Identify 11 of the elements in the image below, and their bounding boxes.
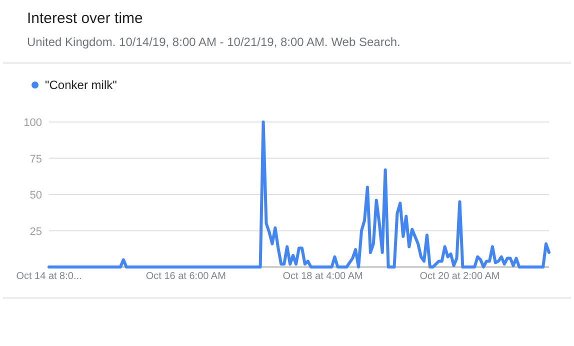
legend-label: "Conker milk" <box>45 78 117 92</box>
chart-subtitle: United Kingdom. 10/14/19, 8:00 AM - 10/21/19, 8:00 AM. Web Search. <box>27 35 400 49</box>
y-tick-label: 50 <box>30 190 42 202</box>
y-tick-label: 25 <box>30 226 42 238</box>
x-tick-label: Oct 14 at 8:0... <box>16 271 82 282</box>
chart-title: Interest over time <box>27 10 143 27</box>
y-tick-label: 100 <box>24 117 42 129</box>
x-tick-label: Oct 18 at 4:00 AM <box>282 271 363 282</box>
x-tick-label: Oct 20 at 2:00 AM <box>420 271 500 282</box>
x-tick-label: Oct 16 at 6:00 AM <box>146 271 226 282</box>
y-tick-label: 75 <box>30 153 42 166</box>
